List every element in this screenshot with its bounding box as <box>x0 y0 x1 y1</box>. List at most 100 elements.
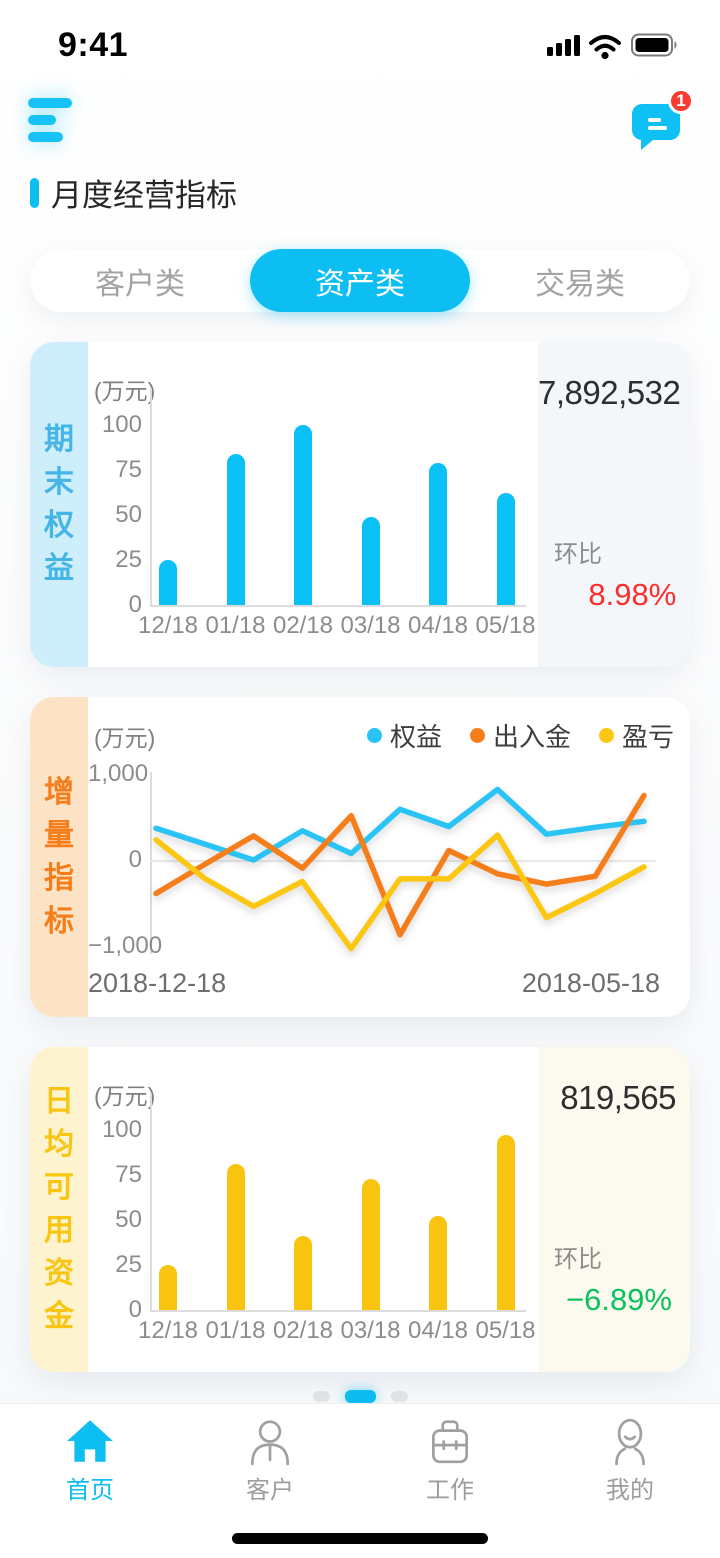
y-tick-label: 75 <box>115 456 142 483</box>
nav-item-customer[interactable]: 客户 <box>180 1404 360 1558</box>
tab-trading[interactable]: 交易类 <box>535 267 625 301</box>
x-tick-label: 01/18 <box>205 1317 266 1344</box>
zero-gridline <box>150 860 656 862</box>
y-tick-label: 0 <box>128 591 142 618</box>
bottom-nav: 首页 客户 工作 我的 <box>0 1403 720 1558</box>
y-tick-label: 50 <box>115 1206 142 1233</box>
bar-03/18 <box>361 516 380 605</box>
card-vertical-title: 日均可用资金 <box>30 1047 88 1372</box>
y-tick-label: 100 <box>101 1116 142 1143</box>
legend-item-equity: 权益 <box>366 717 442 754</box>
summary-panel: 7,892,532 环比 8.98% <box>538 342 690 667</box>
ratio-label: 环比 <box>554 541 602 568</box>
funds-bar-chart: (万元) 0 25 50 75 100 12/18 01/18 02/18 03/18 04/18… <box>88 1047 538 1372</box>
legend-dot-blue <box>366 728 382 743</box>
x-tick-label: 02/18 <box>272 612 334 639</box>
series-出入金 <box>153 792 647 938</box>
summary-value: 7,892,532 <box>538 374 681 411</box>
x-axis-line <box>150 605 526 607</box>
home-icon <box>67 1420 113 1462</box>
wifi-dot <box>601 51 609 60</box>
x-tick-label: 05/18 <box>475 612 536 639</box>
nav-item-work[interactable]: 工作 <box>360 1404 540 1558</box>
page-title: 月度经营指标 <box>51 178 237 213</box>
y-tick-label: 0 <box>128 846 142 873</box>
status-time: 9:41 <box>58 25 129 64</box>
bar-01/18 <box>226 453 245 605</box>
y-axis-line <box>150 1093 152 1312</box>
carousel-pagination <box>0 1388 720 1404</box>
tab-assets[interactable]: 资产类 <box>250 249 470 312</box>
bar-02/18 <box>294 1236 312 1310</box>
hamburger-menu-icon[interactable] <box>28 96 76 149</box>
y-tick-label: 1,000 <box>88 760 149 787</box>
x-tick-label: 02/18 <box>272 1317 334 1344</box>
equity-bar-chart: (万元) 0 25 50 75 100 12/18 01/18 02/18 03/18 04/18… <box>88 342 538 667</box>
legend-label: 盈亏 <box>621 722 674 752</box>
nav-label: 客户 <box>246 1477 294 1504</box>
y-tick-label: 0 <box>128 1296 142 1323</box>
carousel-dot[interactable] <box>312 1390 330 1402</box>
bar-01/18 <box>226 1164 245 1310</box>
page-title-row: 月度经营指标 <box>0 170 720 215</box>
series-权益 <box>153 786 647 863</box>
card-increment-indicators: 增量指标 (万元) 权益 出入金 盈亏 2018-12-18 2 <box>30 697 690 1017</box>
increment-line-chart: (万元) 权益 出入金 盈亏 2018-12-18 2018-05-18 1, <box>88 697 690 1017</box>
legend-item-pnl: 盈亏 <box>598 717 674 754</box>
chart-legend: 权益 出入金 盈亏 <box>366 717 674 754</box>
y-axis-line <box>150 772 152 954</box>
ratio-label: 环比 <box>554 1246 602 1273</box>
carousel-dot-active[interactable] <box>344 1389 376 1403</box>
bar-04/18 <box>429 1216 447 1310</box>
nav-item-mine[interactable]: 我的 <box>540 1404 720 1558</box>
status-bar: 9:41 <box>0 0 720 66</box>
work-icon <box>432 1420 468 1464</box>
summary-value: 819,565 <box>560 1079 676 1116</box>
profile-icon <box>615 1418 645 1466</box>
card-daily-available-funds: 日均可用资金 (万元) 0 25 50 75 100 12/18 01/18 02/18 03/… <box>30 1047 690 1372</box>
y-tick-label: 100 <box>101 411 142 438</box>
y-tick-label: 25 <box>115 1251 142 1278</box>
unit-label: (万元) <box>94 1083 156 1109</box>
x-start-label: 2018-12-18 <box>88 968 227 998</box>
messages-button[interactable]: 1 <box>626 88 694 156</box>
bar-04/18 <box>429 462 447 605</box>
nav-label: 我的 <box>606 1477 654 1504</box>
nav-label: 工作 <box>426 1477 474 1504</box>
bar-05/18 <box>496 1135 515 1310</box>
x-tick-label: 12/18 <box>137 612 199 639</box>
status-icons-svg <box>547 33 677 60</box>
card-period-end-equity: 期末权益 (万元) 0 25 50 75 100 12/18 01/18 02/18 03/18… <box>30 342 690 667</box>
bar-02/18 <box>294 425 312 605</box>
x-tick-label: 04/18 <box>407 1317 469 1344</box>
card-vertical-title: 增量指标 <box>30 697 88 1017</box>
nav-label: 首页 <box>66 1477 114 1504</box>
nav-item-home[interactable]: 首页 <box>0 1404 180 1558</box>
y-tick-label: 50 <box>115 501 142 528</box>
legend-dot-yellow <box>598 728 614 743</box>
ratio-value: −6.89% <box>565 1282 672 1317</box>
x-tick-label: 05/18 <box>475 1317 536 1344</box>
x-tick-label: 04/18 <box>407 612 469 639</box>
home-indicator[interactable] <box>232 1533 488 1544</box>
x-tick-label: 12/18 <box>137 1317 199 1344</box>
bar-03/18 <box>361 1178 380 1310</box>
chat-bubble-icon <box>632 104 680 150</box>
card-vertical-title: 期末权益 <box>30 342 88 667</box>
legend-item-deposit: 出入金 <box>469 717 571 754</box>
summary-panel: 819,565 环比 −6.89% <box>538 1047 690 1372</box>
title-marker <box>30 177 39 208</box>
customer-icon <box>250 1420 290 1466</box>
y-axis-line <box>150 388 152 607</box>
line-plot <box>153 786 647 952</box>
cellular-signal-icon <box>547 35 580 56</box>
unit-label: (万元) <box>94 725 156 751</box>
legend-label: 出入金 <box>492 722 571 752</box>
series-盈亏 <box>153 832 647 952</box>
tab-customer[interactable]: 客户类 <box>95 267 185 301</box>
unread-badge: 1 <box>668 88 694 114</box>
y-tick-label: −1,000 <box>88 932 163 959</box>
header: 1 <box>0 66 720 154</box>
carousel-dot[interactable] <box>390 1390 408 1402</box>
